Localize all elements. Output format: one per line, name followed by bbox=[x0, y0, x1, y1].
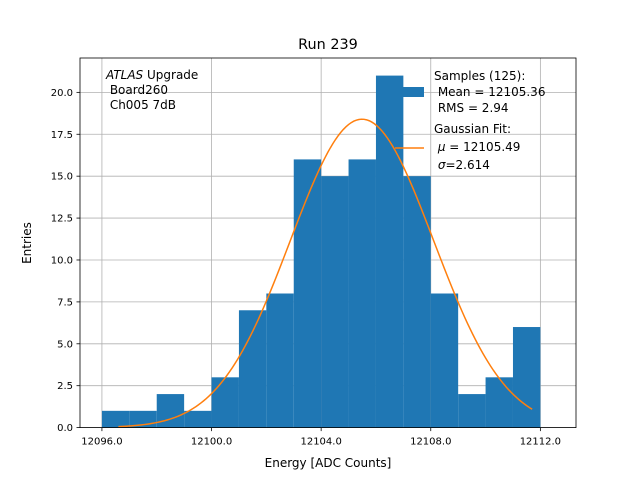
legend-fit-sigma-symbol: σ bbox=[438, 158, 446, 172]
x-tick-label: 12108.0 bbox=[410, 437, 451, 448]
annotation: ATLAS Upgrade Board260 Ch005 7dB bbox=[105, 68, 198, 112]
svg-text:ATLAS Upgrade: ATLAS Upgrade bbox=[105, 68, 198, 82]
plot-frame bbox=[79, 57, 577, 429]
histogram-bar bbox=[238, 310, 267, 428]
histogram-bar bbox=[156, 394, 185, 428]
legend-samples-mean: Mean = 12105.36 bbox=[434, 85, 545, 99]
annotation-upgrade: Upgrade bbox=[143, 68, 198, 82]
histogram-bar bbox=[403, 176, 431, 428]
legend-fit-mu-value: = 12105.49 bbox=[445, 140, 520, 154]
annotation-atlas: ATLAS bbox=[105, 68, 144, 82]
x-axis-label: Energy [ADC Counts] bbox=[265, 456, 392, 470]
x-tick-label: 12104.0 bbox=[300, 437, 341, 448]
histogram-bar bbox=[430, 293, 459, 428]
histogram-bars bbox=[101, 75, 541, 428]
y-axis-ticks: 0.0 2.5 5.0 7.5 10.0 12.5 15.0 17.5 20.0 bbox=[51, 88, 80, 434]
y-tick-label: 0.0 bbox=[57, 423, 73, 434]
gaussian-fit-curve bbox=[118, 118, 533, 428]
legend-samples-rms: RMS = 2.94 bbox=[434, 101, 509, 115]
histogram-bar bbox=[211, 377, 239, 428]
histogram-bar bbox=[485, 377, 513, 428]
histogram-bar bbox=[184, 410, 212, 428]
histogram-bar bbox=[321, 176, 349, 428]
histogram-bar bbox=[458, 394, 486, 428]
svg-text:μ = 12105.49: μ = 12105.49 bbox=[434, 140, 520, 154]
histogram-bar bbox=[101, 410, 130, 428]
x-tick-label: 12100.0 bbox=[191, 437, 232, 448]
legend: Samples (125): Mean = 12105.36 RMS = 2.9… bbox=[395, 69, 545, 172]
histogram-bar bbox=[375, 75, 404, 428]
chart-title: Run 239 bbox=[298, 37, 358, 53]
y-tick-label: 2.5 bbox=[57, 381, 73, 392]
x-axis-ticks: 12096.0 12100.0 12104.0 12108.0 12112.0 bbox=[81, 427, 561, 448]
y-tick-label: 7.5 bbox=[57, 297, 73, 308]
histogram-bar bbox=[266, 293, 294, 428]
x-tick-label: 12096.0 bbox=[81, 437, 122, 448]
y-tick-label: 12.5 bbox=[51, 214, 73, 225]
y-tick-label: 10.0 bbox=[51, 255, 73, 266]
histogram-bar bbox=[348, 159, 376, 428]
y-tick-label: 15.0 bbox=[51, 172, 73, 183]
annotation-channel: Ch005 7dB bbox=[106, 98, 176, 112]
legend-fit-title: Gaussian Fit: bbox=[434, 122, 511, 136]
legend-fit-mu-symbol: μ bbox=[437, 140, 446, 154]
y-tick-label: 17.5 bbox=[51, 130, 73, 141]
legend-samples-title: Samples (125): bbox=[434, 69, 525, 83]
histogram-bar bbox=[293, 159, 322, 428]
y-tick-label: 5.0 bbox=[57, 339, 73, 350]
histogram-bar bbox=[512, 327, 541, 428]
legend-fit-sigma-value: =2.614 bbox=[445, 158, 489, 172]
x-tick-label: 12112.0 bbox=[520, 437, 561, 448]
annotation-board: Board260 bbox=[106, 83, 168, 97]
legend-samples-swatch bbox=[395, 87, 424, 97]
svg-text:σ=2.614: σ=2.614 bbox=[434, 158, 490, 172]
y-axis-label: Entries bbox=[20, 222, 34, 264]
y-tick-label: 20.0 bbox=[51, 88, 73, 99]
